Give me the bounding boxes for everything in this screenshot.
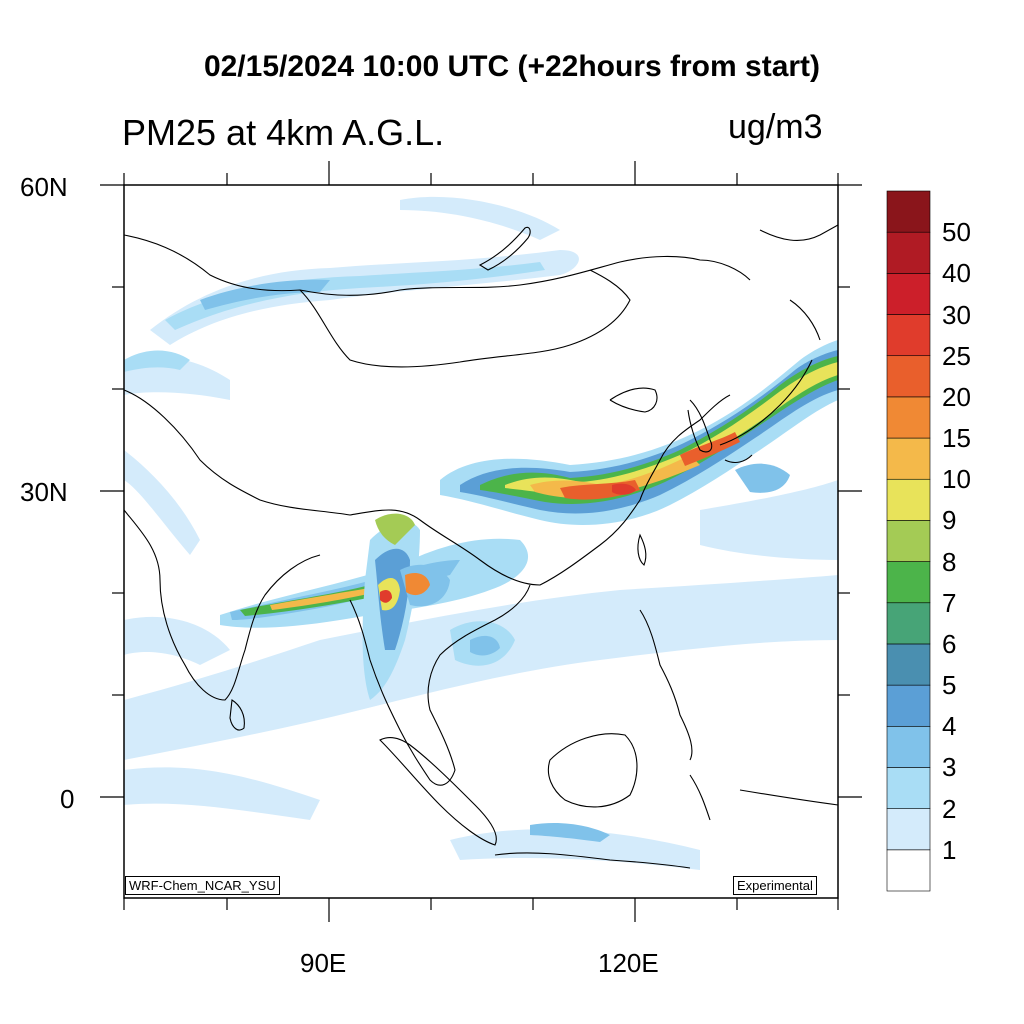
units-label: ug/m3	[728, 108, 823, 146]
map-frame	[123, 184, 839, 899]
pm25-field	[124, 185, 838, 898]
colorbar-swatch	[886, 478, 931, 521]
lon-label-90e: 90E	[300, 948, 347, 978]
colorbar-level-label: 3	[942, 752, 957, 783]
lat-label-30n: 30N	[20, 477, 68, 507]
variable-subtitle: PM25 at 4km A.G.L.	[122, 112, 445, 153]
colorbar-level-label: 30	[942, 299, 971, 330]
colorbar-swatch	[886, 355, 931, 398]
colorbar-level-label: 15	[942, 423, 971, 454]
colorbar-swatch	[886, 231, 931, 274]
colorbar-swatch	[886, 808, 931, 851]
colorbar-level-label: 2	[942, 793, 957, 824]
colorbar-level-label: 4	[942, 711, 957, 742]
colorbar-level-label: 5	[942, 670, 957, 701]
colorbar-level-label: 1	[942, 834, 957, 865]
colorbar-swatch	[886, 684, 931, 727]
status-tag: Experimental	[733, 876, 817, 895]
axis-ticks	[100, 161, 862, 922]
lat-label-60n: 60N	[20, 172, 68, 202]
colorbar-swatch	[886, 643, 931, 686]
colorbar-swatch	[886, 767, 931, 809]
colorbar-level-label: 50	[942, 217, 971, 248]
colorbar-level-label: 7	[942, 587, 957, 618]
colorbar-level-label: 6	[942, 628, 957, 659]
colorbar-level-label: 20	[942, 381, 971, 412]
colorbar-swatch	[886, 314, 931, 357]
colorbar-level-label: 25	[942, 340, 971, 371]
colorbar-swatch	[886, 437, 931, 480]
lon-label-120e: 120E	[598, 948, 659, 978]
colorbar-level-label: 8	[942, 546, 957, 577]
colorbar-swatch	[886, 273, 931, 315]
model-tag: WRF-Chem_NCAR_YSU	[125, 876, 280, 895]
colorbar-swatch	[886, 520, 931, 562]
lat-label-0: 0	[60, 784, 75, 814]
colorbar	[886, 190, 931, 892]
colorbar-swatch	[886, 849, 931, 892]
colorbar-swatch	[886, 190, 931, 233]
colorbar-swatch	[886, 396, 931, 439]
colorbar-swatch	[886, 561, 931, 604]
plot-title: 02/15/2024 10:00 UTC (+22hours from star…	[203, 50, 821, 83]
colorbar-swatch	[886, 602, 931, 645]
coastlines	[124, 224, 838, 869]
colorbar-level-label: 9	[942, 505, 957, 536]
colorbar-level-label: 10	[942, 464, 971, 495]
colorbar-level-label: 40	[942, 258, 971, 289]
colorbar-swatch	[886, 725, 931, 768]
